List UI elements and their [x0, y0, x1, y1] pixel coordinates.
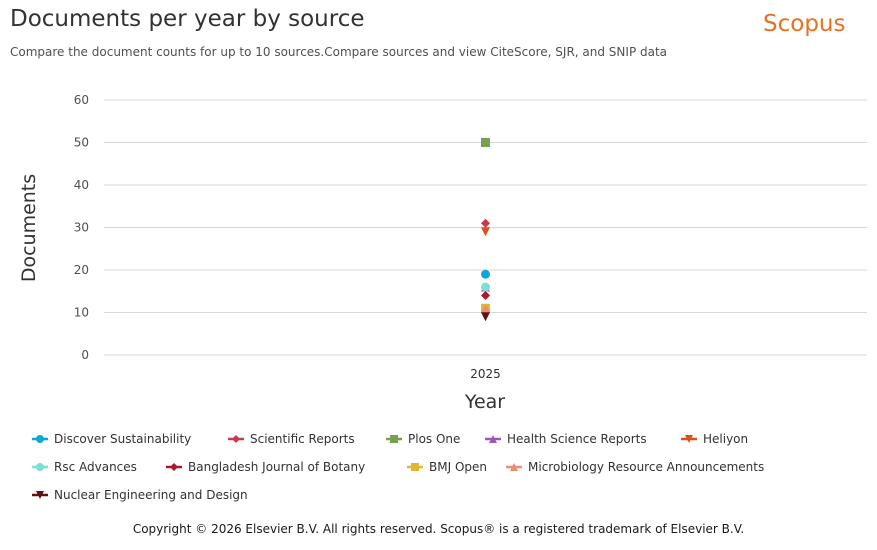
legend-item[interactable]: Heliyon [679, 432, 748, 446]
legend-item[interactable]: Scientific Reports [226, 432, 355, 446]
scopus-logo[interactable]: Scopus [763, 11, 846, 37]
data-point-rsc-advances[interactable]: Rsc Advances: 16 [481, 282, 490, 292]
data-point-plos-one[interactable]: Plos One: 50 [481, 138, 490, 147]
y-tick-label: 20 [74, 263, 89, 277]
x-tick-label: 2025 [470, 367, 501, 381]
legend-item[interactable]: Health Science Reports [483, 432, 647, 446]
data-point-microbiology-resource-announcements[interactable]: Microbiology Resource Announcements: 11 [481, 303, 490, 313]
legend-marker-icon [228, 435, 244, 443]
y-tick-label: 40 [74, 178, 89, 192]
legend-label: Discover Sustainability [54, 432, 192, 446]
legend-label: Scientific Reports [250, 432, 355, 446]
legend-marker-icon [386, 435, 402, 443]
legend-label: Rsc Advances [54, 460, 137, 474]
page-subtitle: Compare the document counts for up to 10… [10, 45, 668, 59]
legend-marker-icon [32, 435, 48, 443]
legend-item[interactable]: Bangladesh Journal of Botany [164, 460, 365, 474]
legend-label: Nuclear Engineering and Design [54, 488, 248, 502]
legend-label: Heliyon [703, 432, 749, 446]
legend-item[interactable]: Microbiology Resource Announcements [504, 460, 764, 474]
y-axis-ticks: 0 10 20 30 40 50 60 [74, 93, 89, 362]
legend-label: Health Science Reports [507, 432, 647, 446]
y-tick-label: 30 [74, 221, 89, 235]
legend-item[interactable]: Rsc Advances [30, 460, 137, 474]
legend-marker-icon [407, 463, 423, 471]
legend-marker-icon [32, 463, 48, 471]
data-point-heliyon[interactable]: Heliyon: 29 [481, 227, 490, 237]
data-point-nuclear-engineering-and-design[interactable]: Nuclear Engineering and Design: 9 [481, 312, 490, 322]
legend-item[interactable]: Plos One [384, 432, 460, 446]
y-tick-label: 50 [74, 136, 89, 150]
x-axis-label: Year [464, 391, 505, 413]
data-point-scientific-reports[interactable]: Scientific Reports: 31 [481, 218, 490, 228]
legend-label: Plos One [408, 432, 461, 446]
legend-item[interactable]: Discover Sustainability [30, 432, 191, 446]
legend-marker-icon [32, 491, 48, 499]
y-tick-label: 10 [74, 306, 89, 320]
legend-marker-icon [166, 463, 182, 471]
legend-item[interactable]: Nuclear Engineering and Design [30, 488, 248, 502]
copyright-footer: Copyright © 2026 Elsevier B.V. All right… [132, 522, 745, 536]
legend-label: BMJ Open [429, 460, 487, 474]
y-tick-label: 60 [74, 93, 89, 107]
data-point-discover-sustainability[interactable]: Discover Sustainability: 19 [481, 269, 490, 279]
chart: 0 10 20 30 40 50 60 2025 Documents Year Discov… [18, 93, 867, 413]
y-axis-label: Documents [18, 174, 40, 282]
legend-label: Bangladesh Journal of Botany [188, 460, 366, 474]
legend-marker-icon [506, 463, 522, 471]
legend-marker-icon [485, 435, 501, 443]
page-title: Documents per year by source [10, 6, 365, 32]
data-point-bangladesh-journal-of-botany[interactable]: Bangladesh Journal of Botany: 14 [481, 291, 490, 300]
legend-marker-icon [681, 435, 697, 443]
data-points: Discover Sustainability: 19 Scientific Re… [481, 138, 490, 322]
legend-item[interactable]: BMJ Open [405, 460, 487, 474]
y-tick-label: 0 [81, 348, 89, 362]
legend-label: Microbiology Resource Announcements [528, 460, 765, 474]
x-axis-ticks: 2025 [470, 367, 501, 381]
